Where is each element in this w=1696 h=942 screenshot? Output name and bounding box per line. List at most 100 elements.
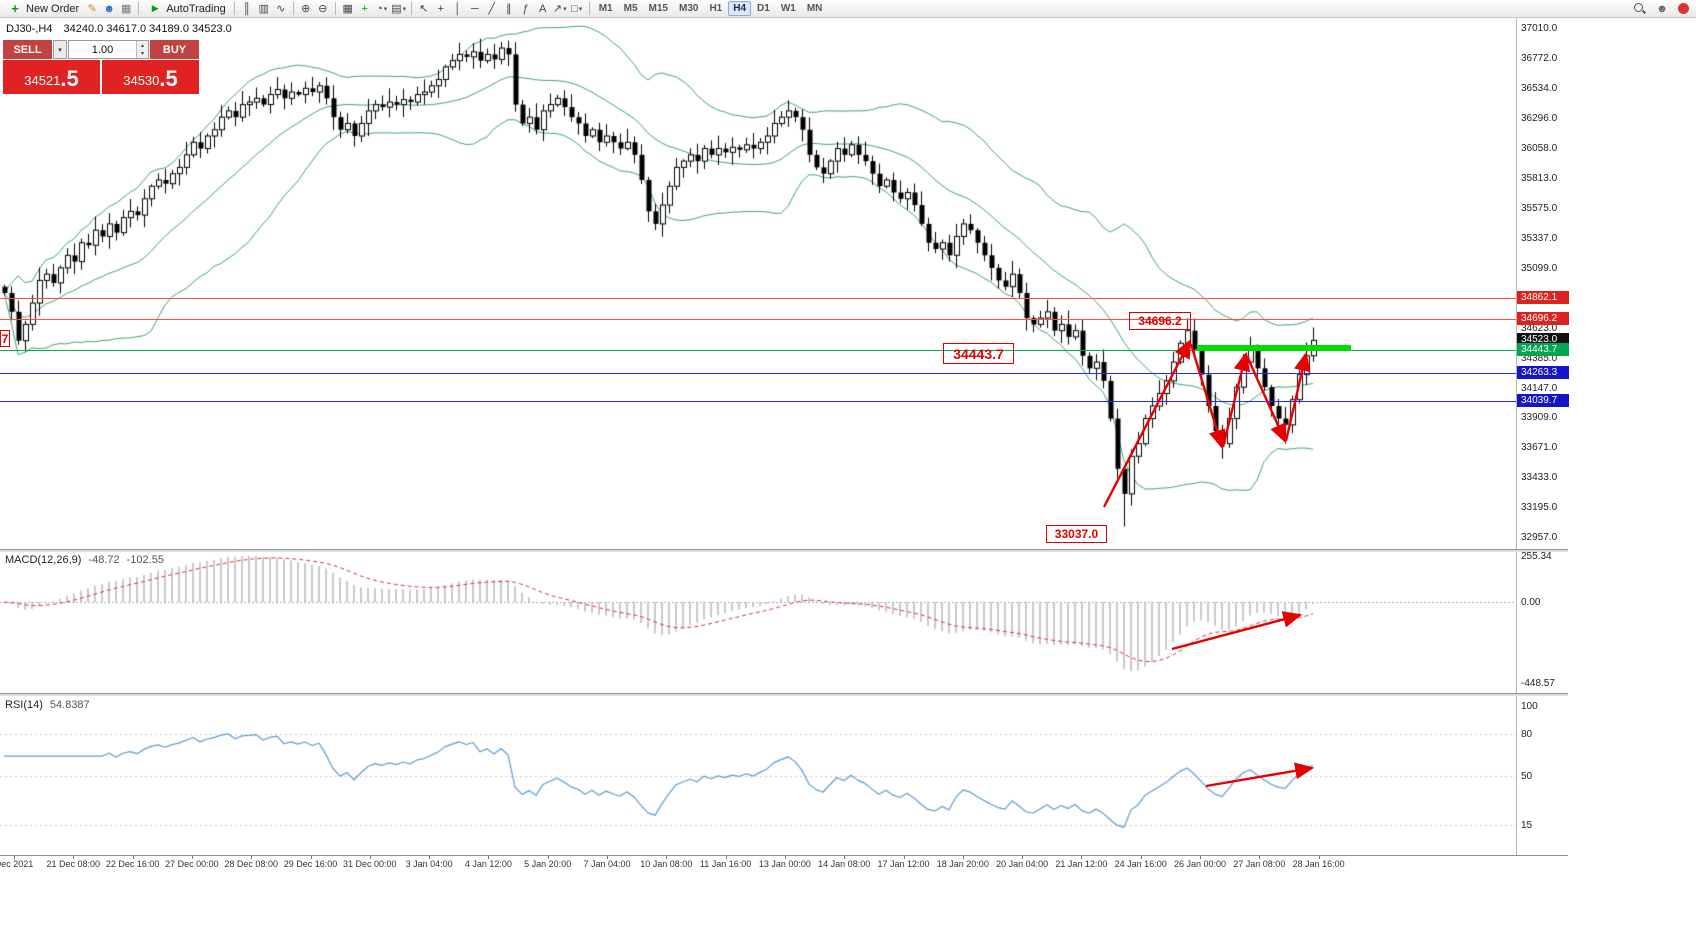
time-axis-tick bbox=[904, 856, 905, 859]
buy-price-fraction: .5 bbox=[159, 66, 178, 91]
price-axis-badge-34862.1: 34862.1 bbox=[1517, 290, 1569, 304]
time-axis-tick bbox=[963, 856, 964, 859]
clipped-price-note[interactable]: 7 bbox=[0, 330, 10, 347]
vertical-line-icon[interactable]: │ bbox=[454, 2, 462, 15]
indicators-icon[interactable]: + bbox=[361, 2, 368, 15]
timeframe-m1[interactable]: M1 bbox=[598, 3, 613, 14]
time-axis-label: 7 Jan 04:00 bbox=[583, 859, 631, 869]
metaeditor-icon[interactable]: ✎ bbox=[87, 3, 97, 15]
volume-decrease-button[interactable]: ▾ bbox=[137, 49, 148, 58]
new-order-button[interactable]: + New Order bbox=[3, 1, 83, 17]
support-line-34039[interactable] bbox=[0, 401, 1516, 402]
resistance-line-34862[interactable] bbox=[0, 298, 1516, 299]
price-note-34696[interactable]: 34696.2 bbox=[1129, 312, 1191, 330]
timeframe-h1[interactable]: H1 bbox=[709, 3, 723, 14]
buy-button[interactable]: BUY bbox=[150, 40, 199, 59]
templates-icon[interactable]: ▤ ▾ bbox=[391, 3, 407, 15]
price-axis-label: 35575.0 bbox=[1521, 203, 1558, 215]
support-line-34443[interactable] bbox=[0, 350, 1516, 351]
symbol-period-label: DJ30-,H4 bbox=[6, 23, 53, 35]
community-icon[interactable]: ☻ bbox=[103, 2, 115, 15]
candlestick-chart-icon[interactable]: ▥ bbox=[258, 3, 269, 15]
time-axis-tick bbox=[14, 856, 15, 859]
shapes-icon[interactable]: □ ▾ bbox=[571, 2, 583, 15]
support-zone-segment[interactable] bbox=[1197, 345, 1351, 351]
support-line-34263[interactable] bbox=[0, 373, 1516, 374]
cursor-icon[interactable]: ↖ bbox=[419, 3, 429, 15]
horizontal-line-icon[interactable]: ─ bbox=[470, 2, 479, 15]
price-axis-label: 35813.0 bbox=[1521, 173, 1558, 185]
toolbar-separator bbox=[138, 2, 140, 15]
price-note-33037[interactable]: 33037.0 bbox=[1046, 525, 1107, 543]
timeframe-m15[interactable]: M15 bbox=[648, 3, 668, 14]
time-axis-tick bbox=[1022, 856, 1023, 859]
line-chart-icon[interactable]: ∿ bbox=[276, 3, 286, 15]
price-axis-badge-34443.7: 34443.7 bbox=[1517, 343, 1569, 357]
resistance-line-34696[interactable] bbox=[0, 319, 1516, 320]
time-axis-label: Dec 2021 bbox=[0, 859, 34, 869]
dropdown-caret-icon: ▾ bbox=[578, 5, 583, 13]
time-axis-label: 18 Jan 20:00 bbox=[936, 859, 989, 869]
time-axis bbox=[0, 855, 1568, 873]
macd-indicator-canvas[interactable] bbox=[0, 551, 1516, 693]
account-icon[interactable]: ☻ bbox=[1656, 2, 1668, 15]
sell-button[interactable]: SELL bbox=[3, 40, 52, 59]
toolbar-separator bbox=[233, 2, 235, 15]
trendline-icon[interactable]: ╱ bbox=[488, 3, 496, 15]
price-axis-badge-34263.3: 34263.3 bbox=[1517, 365, 1569, 379]
price-axis-label: 36058.0 bbox=[1521, 142, 1558, 154]
zoom-out-icon[interactable]: ⊖ bbox=[318, 3, 328, 15]
price-axis-label: 32957.0 bbox=[1521, 532, 1558, 543]
autotrading-button[interactable]: ▶ AutoTrading bbox=[143, 1, 230, 17]
channel-icon[interactable]: ∥ bbox=[505, 3, 512, 15]
market-watch-icon[interactable]: ▦ bbox=[120, 3, 132, 15]
time-axis-label: 5 Jan 20:00 bbox=[524, 859, 572, 869]
arrows-icon[interactable]: ↗ ▾ bbox=[552, 3, 567, 15]
crosshair-icon[interactable]: + bbox=[437, 2, 444, 15]
time-axis-tick bbox=[429, 856, 430, 859]
rsi-value: 54.8387 bbox=[49, 699, 90, 711]
time-axis-label: 26 Jan 00:00 bbox=[1173, 859, 1227, 869]
time-axis-tick bbox=[1141, 856, 1142, 859]
macd-value-main: -48.72 bbox=[88, 554, 120, 566]
timeframe-m5[interactable]: M5 bbox=[623, 3, 638, 14]
timeframe-m30[interactable]: M30 bbox=[678, 3, 699, 14]
chart-ohlc-header: DJ30-,H4 34240.0 34617.0 34189.0 34523.0 bbox=[6, 23, 232, 35]
buy-price-display[interactable]: 34530.5 bbox=[102, 60, 199, 94]
volume-dropdown[interactable]: ▾ bbox=[53, 40, 67, 59]
price-axis-badge-34039.7: 34039.7 bbox=[1517, 394, 1569, 408]
zoom-in-icon[interactable]: ⊕ bbox=[301, 3, 311, 15]
new-order-icon: + bbox=[11, 1, 19, 16]
price-chart-canvas[interactable] bbox=[0, 18, 1516, 549]
time-axis-tick bbox=[1200, 856, 1201, 859]
text-icon[interactable]: A bbox=[539, 2, 547, 15]
macd-axis-label: 255.34 bbox=[1521, 550, 1552, 562]
rsi-pane-splitter[interactable] bbox=[0, 693, 1568, 696]
rsi-indicator-canvas[interactable] bbox=[0, 695, 1516, 855]
timeframe-h4[interactable]: H4 bbox=[728, 1, 752, 16]
sell-price-display[interactable]: 34521.5 bbox=[3, 60, 100, 94]
toolbar-right-icons: ☻ bbox=[1633, 1, 1693, 16]
fibonacci-icon[interactable]: ƒ bbox=[522, 2, 529, 15]
bar-chart-icon[interactable]: ║ bbox=[242, 2, 251, 15]
toolbar-line-study-icons: ↖ + │ ─ ╱ ∥ ƒ A ↗ ▾ □ ▾ bbox=[416, 1, 585, 16]
search-icon[interactable] bbox=[1633, 2, 1646, 15]
periods-icon[interactable]: ◔ ▾ bbox=[376, 2, 388, 15]
volume-spinner: ▴ ▾ bbox=[136, 41, 148, 58]
time-axis-label: 4 Jan 12:00 bbox=[464, 859, 512, 869]
tile-windows-icon[interactable]: ▦ bbox=[342, 3, 353, 15]
volume-input[interactable]: 1.00 bbox=[91, 43, 114, 56]
price-note-34443[interactable]: 34443.7 bbox=[943, 343, 1014, 364]
rsi-title: RSI(14) bbox=[5, 699, 43, 711]
price-axis-label: 33909.0 bbox=[1521, 412, 1558, 424]
price-axis-label: 34623.0 bbox=[1521, 322, 1558, 334]
timeframe-d1[interactable]: D1 bbox=[757, 3, 770, 14]
time-axis-tick bbox=[666, 856, 667, 859]
timeframe-w1[interactable]: W1 bbox=[780, 3, 796, 14]
time-axis-tick bbox=[133, 856, 134, 859]
macd-pane-splitter[interactable] bbox=[0, 549, 1568, 552]
volume-increase-button[interactable]: ▴ bbox=[137, 41, 148, 50]
notification-dot[interactable] bbox=[1678, 3, 1689, 14]
autotrading-label: AutoTrading bbox=[166, 2, 226, 15]
timeframe-mn[interactable]: MN bbox=[806, 3, 823, 14]
